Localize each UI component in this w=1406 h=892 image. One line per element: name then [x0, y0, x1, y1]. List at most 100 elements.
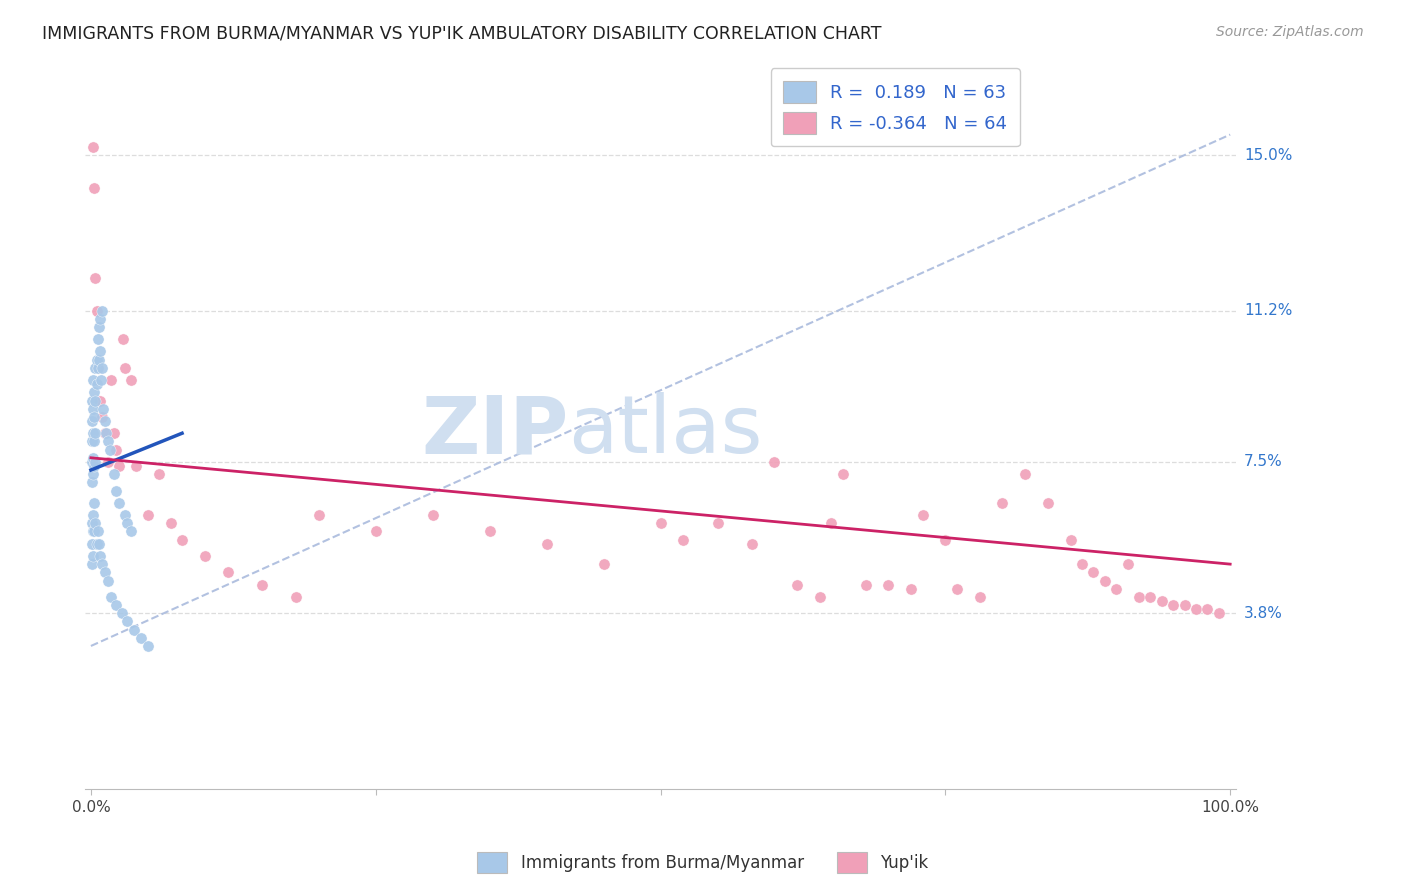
- Point: [148, 467, 170, 482]
- Point: [80, 434, 103, 449]
- Point: [93, 414, 115, 428]
- Point: [285, 590, 308, 604]
- Point: [87, 524, 110, 539]
- Point: [87, 360, 110, 375]
- Point: [1197, 602, 1219, 616]
- Point: [1036, 496, 1059, 510]
- Point: [1139, 590, 1161, 604]
- Point: [86, 377, 108, 392]
- Point: [650, 516, 672, 531]
- Point: [91, 303, 114, 318]
- Point: [934, 533, 956, 547]
- Point: [1174, 598, 1197, 612]
- Point: [1161, 598, 1184, 612]
- Text: 3.8%: 3.8%: [1244, 606, 1284, 621]
- Point: [672, 533, 695, 547]
- Text: 11.2%: 11.2%: [1244, 303, 1292, 318]
- Point: [364, 524, 387, 539]
- Point: [91, 409, 114, 424]
- Point: [117, 516, 139, 531]
- Point: [83, 524, 105, 539]
- Point: [100, 590, 122, 604]
- Point: [763, 455, 786, 469]
- Point: [1071, 557, 1094, 571]
- Point: [89, 311, 111, 326]
- Point: [831, 467, 853, 482]
- Point: [87, 319, 110, 334]
- Point: [250, 577, 273, 591]
- Point: [100, 373, 122, 387]
- Point: [991, 496, 1014, 510]
- Point: [1105, 582, 1128, 596]
- Point: [114, 508, 136, 522]
- Point: [122, 623, 145, 637]
- Point: [104, 483, 127, 498]
- Point: [84, 516, 107, 531]
- Point: [103, 426, 125, 441]
- Point: [969, 590, 991, 604]
- Point: [94, 426, 117, 441]
- Point: [84, 360, 107, 375]
- Point: [1116, 557, 1139, 571]
- Point: [170, 533, 193, 547]
- Point: [84, 270, 107, 285]
- Legend: R =  0.189   N = 63, R = -0.364   N = 64: R = 0.189 N = 63, R = -0.364 N = 64: [770, 68, 1019, 146]
- Point: [911, 508, 934, 522]
- Point: [89, 549, 111, 563]
- Point: [136, 639, 159, 653]
- Point: [422, 508, 444, 522]
- Point: [478, 524, 501, 539]
- Point: [87, 332, 110, 346]
- Point: [83, 409, 105, 424]
- Point: [159, 516, 181, 531]
- Text: Source: ZipAtlas.com: Source: ZipAtlas.com: [1216, 25, 1364, 39]
- Point: [217, 566, 239, 580]
- Point: [592, 557, 614, 571]
- Point: [82, 373, 104, 387]
- Point: [82, 467, 104, 482]
- Point: [82, 426, 104, 441]
- Point: [108, 458, 131, 473]
- Point: [194, 549, 217, 563]
- Point: [111, 606, 134, 620]
- Point: [104, 442, 127, 457]
- Point: [80, 516, 103, 531]
- Point: [83, 181, 105, 195]
- Point: [83, 496, 105, 510]
- Point: [80, 475, 103, 490]
- Point: [86, 352, 108, 367]
- Point: [104, 598, 127, 612]
- Point: [93, 426, 115, 441]
- Point: [91, 557, 114, 571]
- Point: [111, 332, 134, 346]
- Point: [97, 455, 120, 469]
- Point: [89, 393, 111, 408]
- Point: [108, 496, 131, 510]
- Point: [87, 537, 110, 551]
- Point: [84, 426, 107, 441]
- Point: [855, 577, 877, 591]
- Point: [82, 508, 104, 522]
- Text: 7.5%: 7.5%: [1244, 454, 1282, 469]
- Point: [82, 450, 104, 465]
- Point: [129, 631, 152, 645]
- Point: [86, 537, 108, 551]
- Point: [83, 434, 105, 449]
- Point: [80, 537, 103, 551]
- Point: [1128, 590, 1150, 604]
- Point: [80, 455, 103, 469]
- Text: atlas: atlas: [568, 392, 763, 470]
- Text: ZIP: ZIP: [422, 392, 568, 470]
- Text: 15.0%: 15.0%: [1244, 147, 1292, 162]
- Point: [83, 458, 105, 473]
- Point: [80, 414, 103, 428]
- Point: [87, 352, 110, 367]
- Point: [97, 574, 120, 588]
- Point: [820, 516, 842, 531]
- Legend: Immigrants from Burma/Myanmar, Yup'ik: Immigrants from Burma/Myanmar, Yup'ik: [471, 846, 935, 880]
- Point: [82, 401, 104, 416]
- Point: [1208, 606, 1230, 620]
- Point: [877, 577, 900, 591]
- Point: [308, 508, 330, 522]
- Point: [98, 442, 121, 457]
